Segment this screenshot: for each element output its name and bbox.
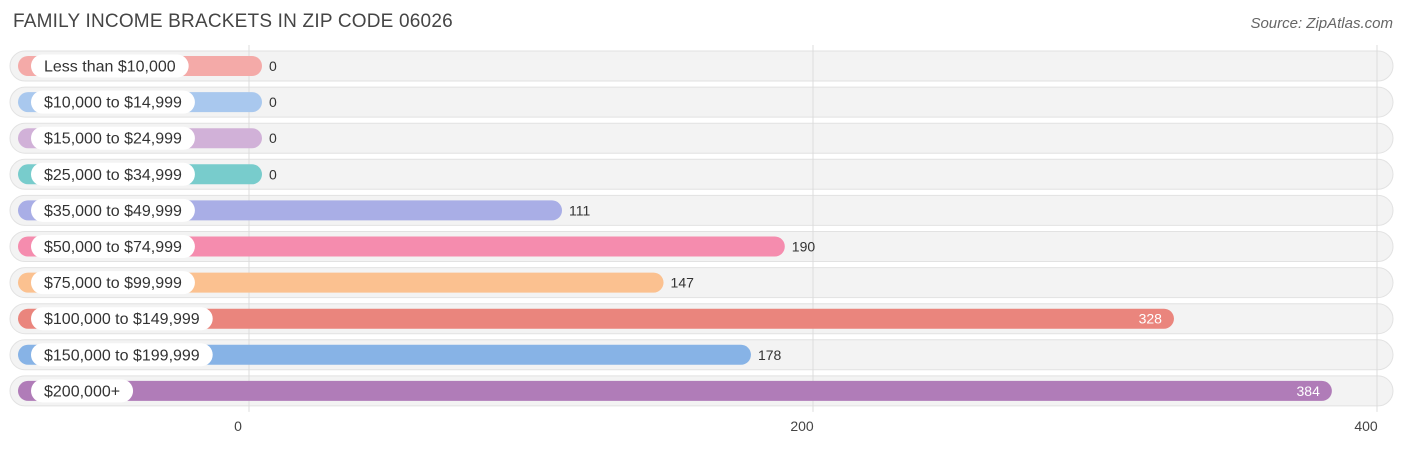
category-label-pill xyxy=(31,271,195,295)
category-label: $15,000 to $24,999 xyxy=(44,131,182,148)
value-label: 147 xyxy=(671,275,695,291)
category-label-pill xyxy=(31,54,189,78)
row-track xyxy=(9,50,1394,82)
row-track xyxy=(9,158,1394,190)
category-label: $100,000 to $149,999 xyxy=(44,311,200,328)
value-label: 0 xyxy=(269,94,277,110)
category-label-pill xyxy=(31,162,195,186)
chart-title: FAMILY INCOME BRACKETS IN ZIP CODE 06026 xyxy=(13,11,453,32)
category-label-pill xyxy=(31,343,213,367)
category-label: $10,000 to $14,999 xyxy=(44,95,182,112)
bar xyxy=(18,308,1174,329)
bars: Less than $10,000 0 $10,000 to $14,999 0 $15… xyxy=(18,54,1332,403)
value-label: 384 xyxy=(1297,383,1321,399)
value-label: 328 xyxy=(1139,311,1163,327)
category-label: $200,000+ xyxy=(44,383,120,400)
category-label: $25,000 to $34,999 xyxy=(44,167,182,184)
category-label-pill xyxy=(31,235,195,258)
x-tick-label: 200 xyxy=(790,418,814,434)
value-label: 111 xyxy=(569,202,590,218)
value-label: 178 xyxy=(758,347,782,363)
value-label: 190 xyxy=(792,239,816,255)
x-tick-label: 0 xyxy=(234,418,242,434)
category-label-pill xyxy=(31,198,195,222)
category-label: $35,000 to $49,999 xyxy=(44,203,182,220)
value-label: 0 xyxy=(269,58,277,74)
category-label: $75,000 to $99,999 xyxy=(44,275,182,292)
category-label: $50,000 to $74,999 xyxy=(44,239,182,256)
source-credit: Source: ZipAtlas.com xyxy=(1250,15,1393,32)
category-label: Less than $10,000 xyxy=(44,59,176,76)
category-label: $150,000 to $199,999 xyxy=(44,347,200,364)
x-tick-label: 400 xyxy=(1354,418,1378,434)
category-label-pill xyxy=(31,379,134,403)
value-label: 0 xyxy=(269,130,277,146)
bar xyxy=(18,236,785,257)
bar xyxy=(18,380,1332,401)
x-axis: 0 200 400 xyxy=(234,418,1378,434)
category-label-pill xyxy=(31,90,195,114)
value-label: 0 xyxy=(269,166,277,182)
row-track xyxy=(9,86,1394,118)
category-label-pill xyxy=(31,126,195,150)
category-label-pill xyxy=(31,307,213,331)
row-track xyxy=(9,122,1394,154)
